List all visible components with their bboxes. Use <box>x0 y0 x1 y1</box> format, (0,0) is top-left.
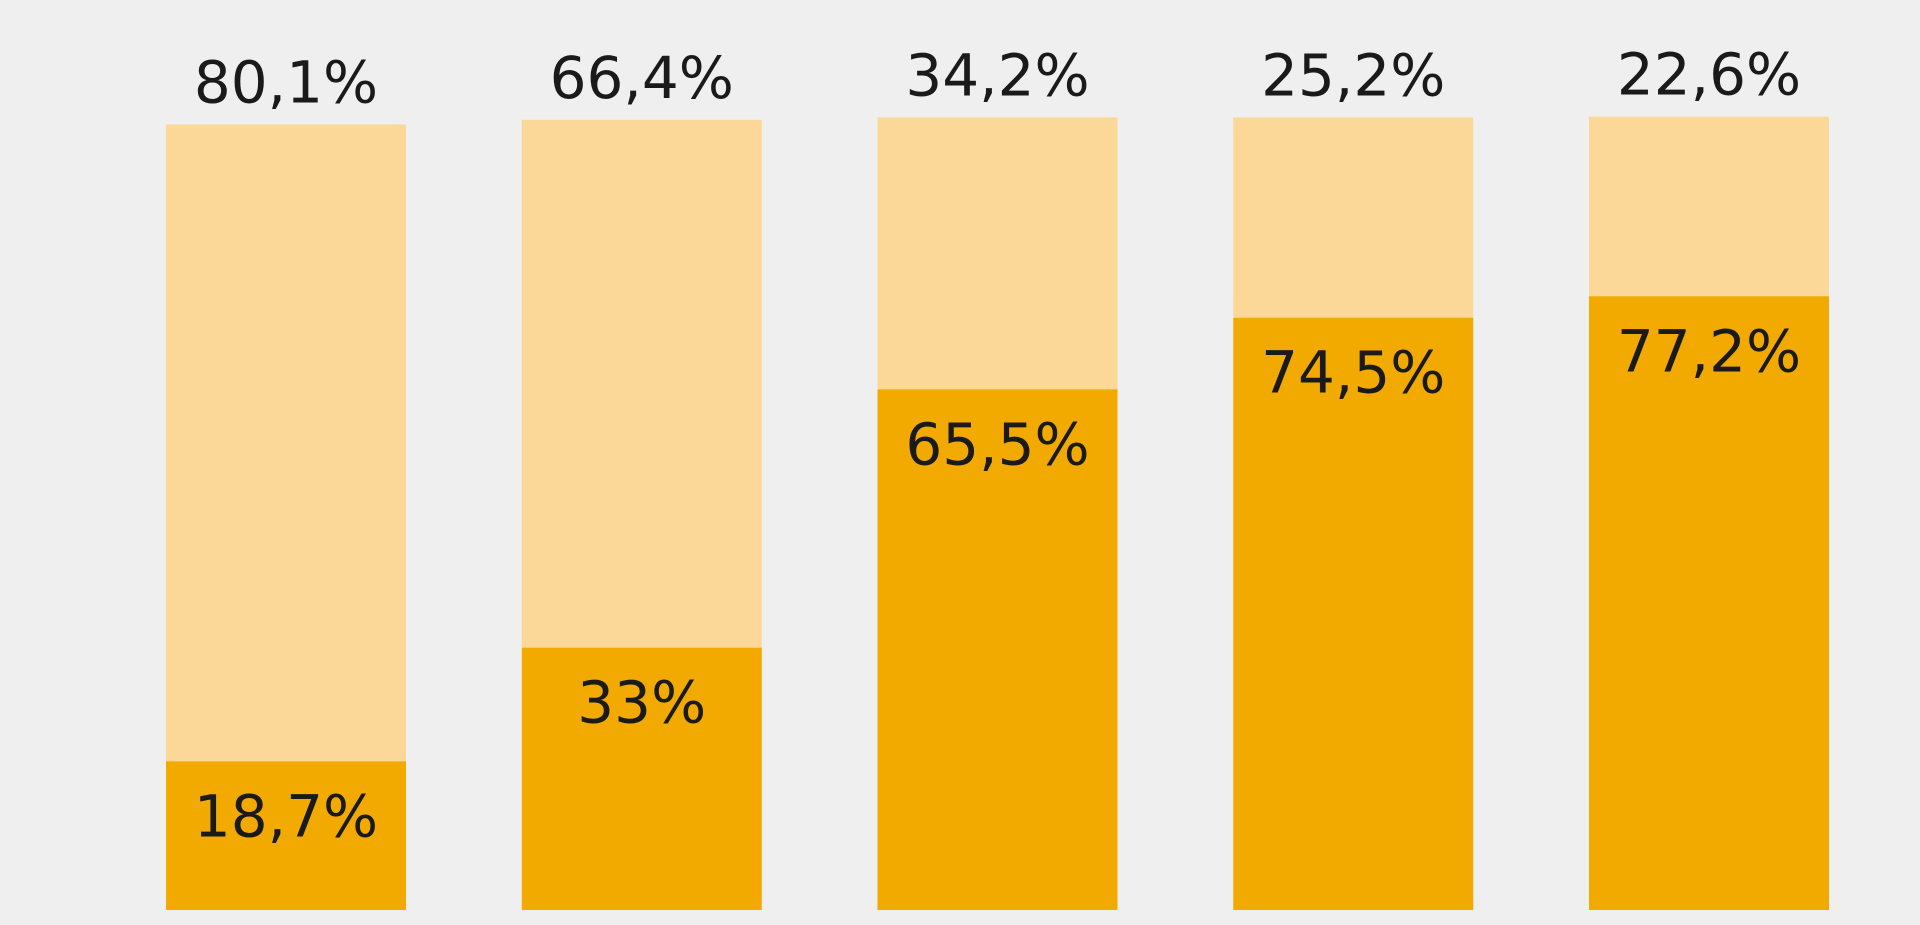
bar-group: 34,2% 65,5% <box>877 41 1118 910</box>
bar-group: 66,4% 33% <box>521 44 762 910</box>
top-value-label: 25,2% <box>1261 41 1445 109</box>
bar-segment-top <box>521 119 762 648</box>
bar-segment-top <box>1589 116 1829 297</box>
bar-segment-bottom <box>1233 317 1474 911</box>
bar-segment-bottom <box>1589 296 1829 910</box>
bottom-value-label: 65,5% <box>905 410 1089 478</box>
bar-group: 80,1% 18,7% <box>166 49 406 910</box>
bar-segment-bottom <box>521 647 762 910</box>
bar-group: 25,2% 74,5% <box>1233 41 1474 911</box>
bottom-value-label: 18,7% <box>194 782 378 850</box>
bottom-value-label: 33% <box>577 669 706 737</box>
bar-segment-top <box>877 117 1118 390</box>
bar-segment-bottom <box>166 761 406 910</box>
top-value-label: 34,2% <box>905 41 1089 109</box>
bar-segment-top <box>1233 117 1474 318</box>
top-value-label: 80,1% <box>194 49 378 117</box>
top-value-label: 66,4% <box>550 44 734 112</box>
bottom-value-label: 77,2% <box>1617 317 1801 385</box>
bar-group: 22,6% 77,2% <box>1589 41 1829 910</box>
bar-segment-top <box>166 124 406 762</box>
bar-segment-bottom <box>877 389 1118 910</box>
top-value-label: 22,6% <box>1617 41 1801 109</box>
bottom-value-label: 74,5% <box>1261 339 1445 407</box>
